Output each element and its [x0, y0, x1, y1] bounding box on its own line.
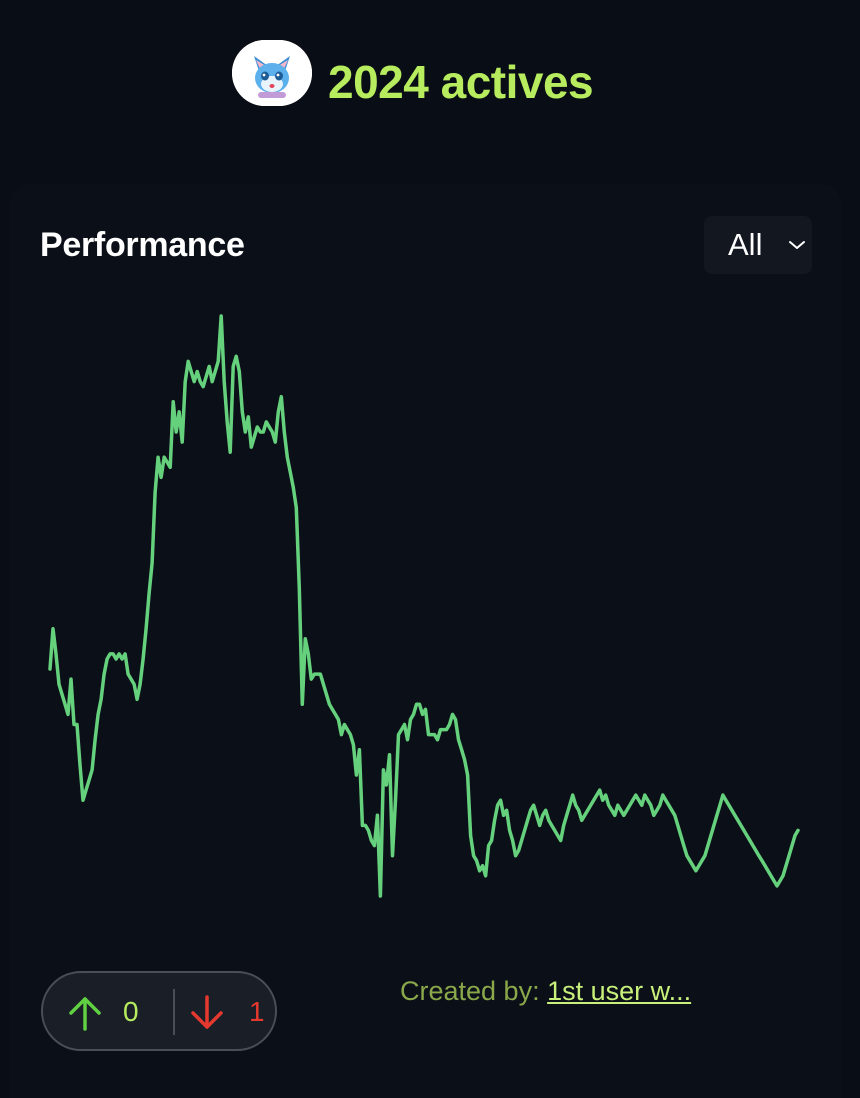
upvote-button[interactable]: 0	[61, 987, 171, 1037]
performance-card: Performance All	[9, 184, 841, 1098]
cat-mascot-avatar	[232, 40, 312, 106]
chevron-down-icon	[789, 241, 805, 249]
created-by-label: Created by:	[400, 976, 548, 1006]
created-by: Created by: 1st user w...	[400, 975, 691, 1007]
arrow-up-icon	[69, 997, 101, 1031]
upvote-count: 0	[123, 996, 139, 1027]
page-title: 2024 actives	[328, 56, 594, 108]
downvote-button[interactable]: 1	[183, 987, 273, 1037]
vote-pill: 0 1	[41, 971, 277, 1051]
vote-divider	[173, 989, 175, 1035]
arrow-down-icon	[191, 995, 223, 1029]
range-select-value: All	[728, 227, 763, 262]
header: 2024 actives	[0, 0, 860, 150]
creator-link[interactable]: 1st user w...	[547, 976, 692, 1006]
card-title: Performance	[40, 226, 245, 264]
range-select[interactable]: All	[704, 216, 812, 274]
downvote-count: 1	[249, 996, 265, 1027]
